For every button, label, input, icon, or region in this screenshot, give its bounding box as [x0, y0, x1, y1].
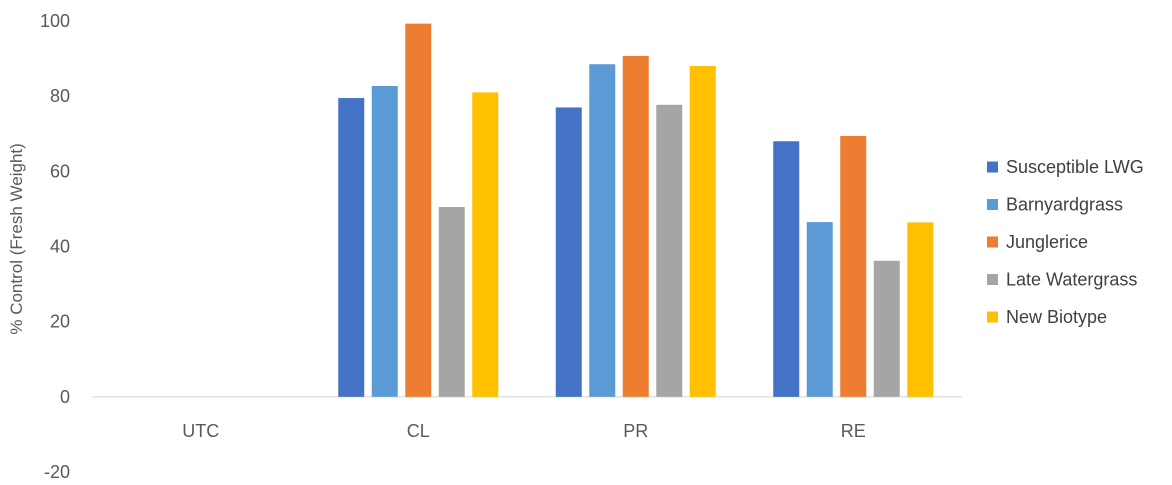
x-tick-label: PR	[623, 421, 648, 441]
legend-swatch	[987, 161, 998, 173]
legend-swatch	[987, 236, 998, 248]
y-tick-label: 40	[50, 237, 70, 257]
legend-swatch	[987, 274, 998, 285]
bar-pr-junglerice	[622, 55, 649, 397]
bar-re-new-biotype	[907, 222, 934, 397]
bar-cl-junglerice	[405, 23, 432, 397]
bar-re-junglerice	[840, 136, 867, 397]
bar-re-susceptible-lwg	[773, 141, 800, 397]
x-tick-label: CL	[407, 421, 430, 441]
bar-pr-late-watergrass	[656, 104, 683, 397]
y-tick-label: 20	[50, 312, 70, 332]
y-tick-label: 0	[60, 387, 70, 407]
legend-label: Barnyardgrass	[1006, 195, 1123, 215]
x-tick-label: UTC	[182, 421, 219, 441]
bar-cl-susceptible-lwg	[338, 98, 365, 397]
bar-cl-late-watergrass	[438, 207, 465, 397]
legend-label: Junglerice	[1006, 232, 1088, 252]
y-tick-label: -20	[44, 462, 70, 482]
legend-item: Late Watergrass	[987, 270, 1137, 290]
legend-swatch	[987, 199, 998, 210]
legend-item: Susceptible LWG	[987, 157, 1144, 177]
y-tick-label: 60	[50, 161, 70, 181]
legend-item: Junglerice	[987, 232, 1088, 252]
x-axis-ticks: UTC CL PR RE	[182, 421, 866, 441]
legend: Susceptible LWG Barnyardgrass Junglerice La…	[987, 157, 1144, 327]
bars	[338, 23, 934, 397]
bar-re-late-watergrass	[873, 260, 900, 397]
y-axis-title: % Control (Fresh Weight)	[7, 143, 26, 334]
legend-label: Late Watergrass	[1006, 270, 1137, 290]
bar-cl-barnyardgrass	[371, 86, 398, 397]
y-axis-ticks: -20 0 20 40 60 80 100	[40, 11, 70, 482]
legend-label: Susceptible LWG	[1006, 157, 1144, 177]
y-tick-label: 100	[40, 11, 70, 31]
bar-pr-new-biotype	[689, 66, 716, 397]
y-tick-label: 80	[50, 86, 70, 106]
legend-item: New Biotype	[987, 307, 1107, 327]
legend-swatch	[987, 311, 998, 323]
legend-item: Barnyardgrass	[987, 195, 1123, 215]
bar-cl-new-biotype	[472, 92, 499, 397]
bar-re-barnyardgrass	[806, 222, 833, 397]
legend-label: New Biotype	[1006, 307, 1107, 327]
bar-pr-barnyardgrass	[589, 64, 616, 397]
x-tick-label: RE	[841, 421, 866, 441]
bar-pr-susceptible-lwg	[555, 107, 582, 397]
